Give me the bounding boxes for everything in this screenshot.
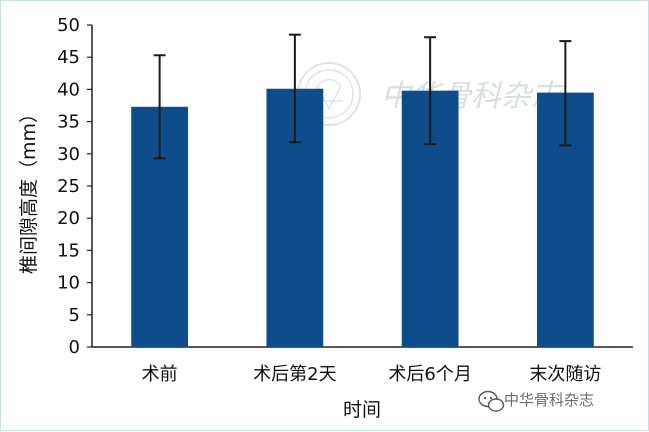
y-tick-label: 40 bbox=[57, 79, 80, 100]
y-tick-label: 25 bbox=[57, 176, 80, 197]
error-bars bbox=[153, 33, 572, 160]
bar-series bbox=[131, 88, 594, 348]
y-axis-title: 椎间隙高度（mm） bbox=[18, 104, 40, 274]
y-tick-label: 15 bbox=[57, 240, 80, 261]
y-tick-label: 45 bbox=[57, 47, 80, 68]
y-tick-label: 0 bbox=[69, 337, 80, 358]
x-tick-label: 末次随访 bbox=[529, 364, 601, 385]
y-tick-label: 5 bbox=[69, 305, 80, 326]
y-tick-label: 30 bbox=[57, 144, 80, 165]
x-tick-label: 术前 bbox=[142, 364, 178, 385]
wechat-icon bbox=[478, 390, 505, 412]
y-axis-ticks: 0 5 10 15 20 25 30 35 40 45 50 bbox=[57, 15, 92, 358]
x-tick-label: 术后第2天 bbox=[253, 364, 336, 385]
x-axis-title: 时间 bbox=[343, 399, 381, 421]
x-axis-tick-labels: 术前 术后第2天 术后6个月 末次随访 bbox=[142, 364, 602, 385]
journal-tag: 中华骨科杂志 bbox=[504, 391, 594, 409]
y-tick-label: 35 bbox=[57, 112, 80, 133]
x-tick-label: 术后6个月 bbox=[388, 364, 471, 385]
y-tick-label: 20 bbox=[57, 208, 80, 229]
y-tick-label: 10 bbox=[57, 273, 80, 294]
y-tick-label: 50 bbox=[57, 15, 80, 36]
